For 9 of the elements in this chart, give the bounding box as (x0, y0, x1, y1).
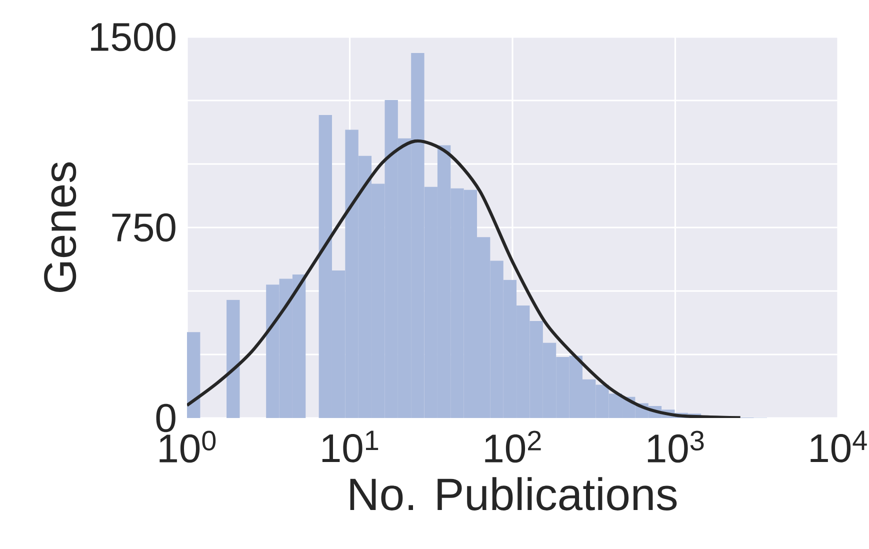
y-tick-label: 0 (156, 404, 176, 432)
x-tick-label: 10$^{4}$ (810, 430, 867, 462)
y-axis-title: Genes (44, 162, 76, 292)
x-tick-label: 10$^{1}$ (322, 430, 378, 462)
y-tick-label: 1500 (91, 22, 176, 52)
x-tick-label: 10$^{3}$ (648, 430, 704, 463)
y-tick-label: 750 (112, 213, 176, 242)
x-axis-title: No. Publications (350, 477, 677, 510)
x-tick-label: 10$^{2}$ (485, 430, 541, 463)
